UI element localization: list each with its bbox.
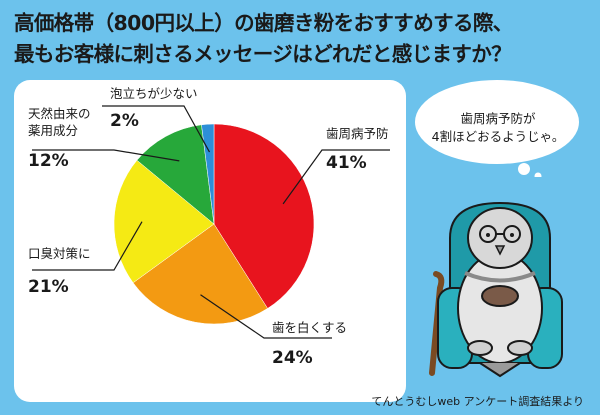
leader-line-3	[32, 221, 143, 271]
slice-label-4: 天然由来の薬用成分	[28, 106, 91, 138]
slice-value-4: 12%	[28, 151, 69, 171]
pie-slice-1	[213, 123, 315, 309]
pigeon-head	[467, 207, 533, 269]
beak	[494, 245, 506, 256]
leader-line-4	[32, 149, 180, 162]
speech-bubble	[415, 80, 579, 177]
title-line-1: 高価格帯（800円以上）の歯磨き粉をおすすめする際、	[14, 11, 513, 35]
cane	[429, 271, 445, 376]
speech-line-2: 4割ほどおるようじゃ。	[431, 129, 565, 144]
slice-value-2: 24%	[272, 348, 313, 368]
slice-label-2: 歯を白くする	[272, 320, 347, 335]
slice-label-5: 泡立ちが少ない	[110, 86, 198, 101]
slice-value-5: 2%	[110, 111, 139, 131]
slice-label-1: 歯周病予防	[326, 126, 389, 141]
pie-slice-4	[136, 124, 215, 225]
cup-icon	[481, 285, 519, 307]
slice-label-3: 口臭対策に	[28, 246, 91, 261]
slice-value-3: 21%	[28, 277, 69, 297]
slice-value-1: 41%	[326, 153, 367, 173]
source-note: てんとうむしweb アンケート調査結果より	[371, 395, 584, 408]
chart-heading: 高価格帯（800円以上）の歯磨き粉をおすすめする際、 最もお客様に刺さるメッセー…	[14, 8, 594, 70]
leader-line-2	[200, 294, 332, 339]
pie-slice-3	[113, 159, 215, 284]
pie-slice-5	[201, 123, 215, 225]
chart-panel: 歯周病予防 41% 歯を白くする 24% 口臭対策に 21% 天然由来の薬用成分 12% 泡立ち…	[14, 80, 406, 402]
leader-line-1	[282, 149, 390, 205]
title-line-2: 最もお客様に刺さるメッセージはどれだと感じますか？	[14, 42, 512, 66]
leader-line-5	[102, 105, 211, 153]
pie-chart: 歯周病予防 41% 歯を白くする 24% 口臭対策に 21% 天然由来の薬用成分 12% 泡立ち…	[28, 86, 390, 368]
mascot-illustration	[429, 201, 563, 378]
pie-slice-2	[132, 223, 268, 325]
speech-text: 歯周病予防が 4割ほどおるようじゃ。	[424, 110, 572, 146]
speech-line-1: 歯周病予防が	[460, 111, 536, 126]
